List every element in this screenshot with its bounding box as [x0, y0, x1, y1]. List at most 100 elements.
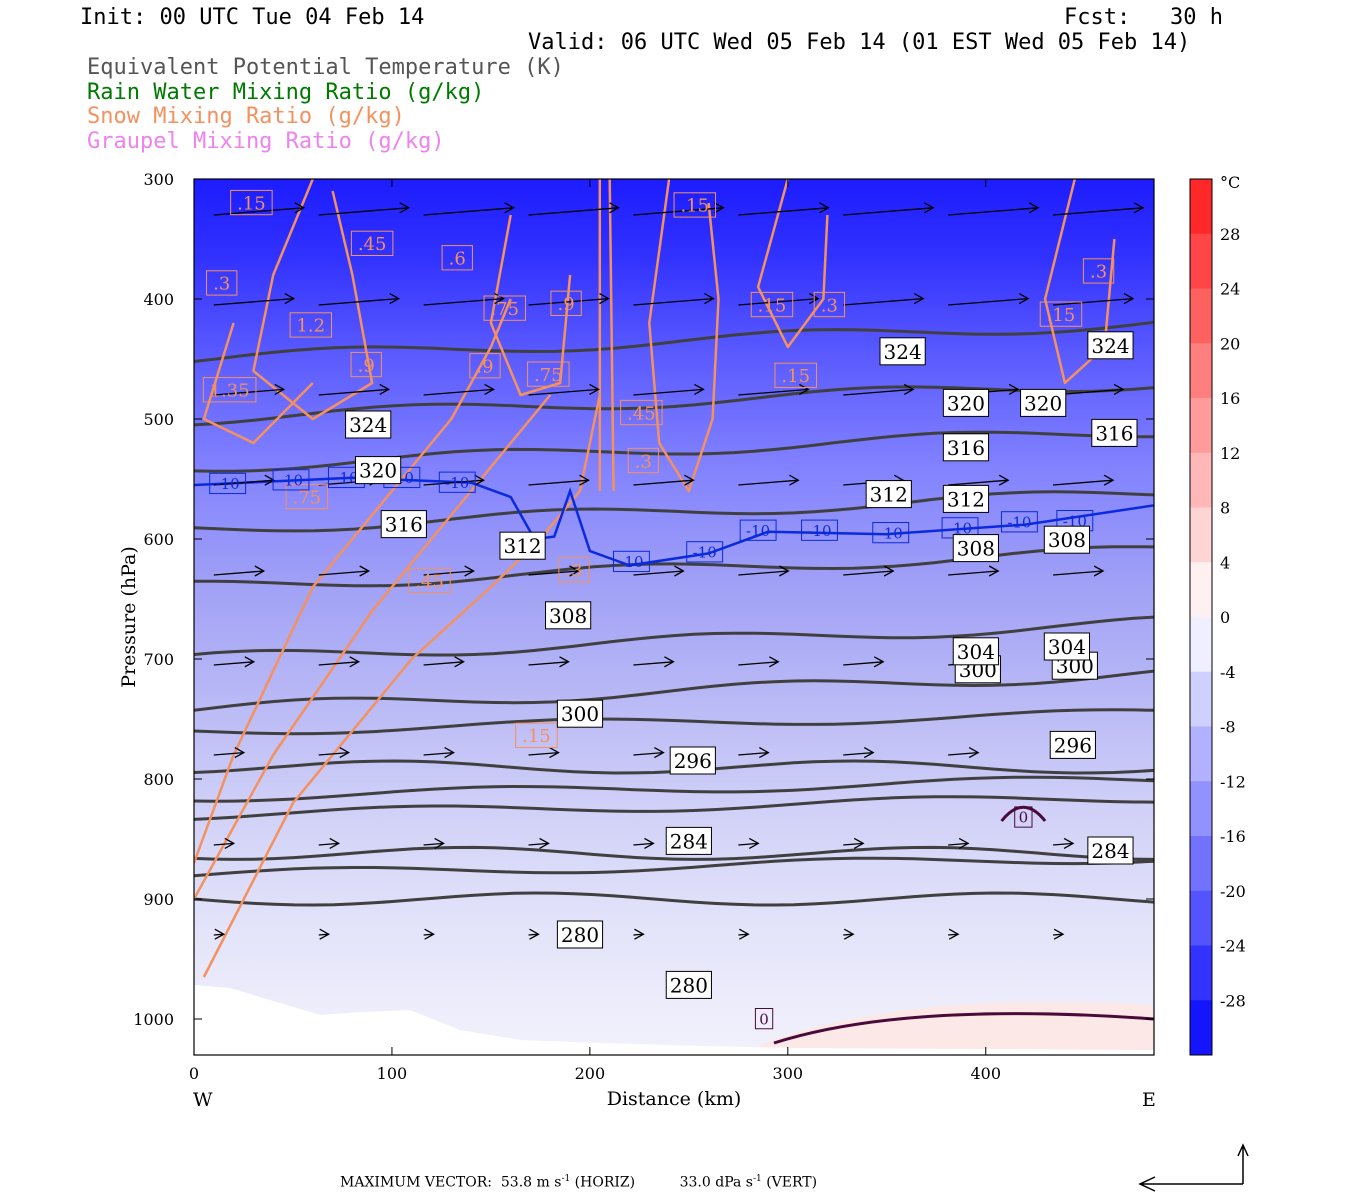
legend-graupel: Graupel Mixing Ratio (g/kg)	[87, 128, 445, 154]
wind-vector	[213, 474, 276, 486]
theta-e-contour	[194, 891, 1154, 907]
snow-label-box	[1082, 258, 1115, 284]
colorbar-tick-label: 0	[1220, 608, 1230, 627]
theta-e-label-box	[942, 484, 990, 513]
theta-e-label-box	[1087, 331, 1134, 360]
theta-e-label: 324	[879, 337, 926, 366]
colorbar-swatch	[1190, 179, 1212, 235]
snow-label-text: 1.2	[296, 316, 325, 337]
wind-vector	[213, 837, 236, 849]
snow-label: .15	[1039, 301, 1083, 327]
legend-rain: Rain Water Mixing Ratio (g/kg)	[87, 79, 485, 105]
theta-e-label: 312	[942, 484, 990, 513]
vert-exponent: -1	[752, 1174, 762, 1184]
theta-e-label-box	[942, 433, 990, 462]
colorbar-tick-label: 28	[1220, 225, 1240, 244]
theta-e-label: 300	[556, 699, 604, 728]
temperature-label-text: -10	[693, 543, 717, 561]
theta-e-contour	[194, 669, 1154, 712]
temperature-label: -10	[272, 469, 310, 491]
wind-vector	[528, 474, 590, 486]
temperature-label-text: -10	[948, 519, 972, 537]
wind-vector	[423, 747, 455, 759]
y-tick-label: 700	[143, 650, 174, 669]
snow-label: 1.2	[289, 312, 333, 338]
snow-label-box	[813, 291, 846, 318]
snow-label: .15	[515, 722, 558, 749]
wind-vector	[423, 565, 475, 577]
colorbar-swatch	[1190, 671, 1212, 727]
max-horiz-unit: (HORIZ)	[574, 1174, 636, 1191]
snow-label-text: .3	[635, 451, 652, 472]
theta-e-label-text: 320	[1024, 391, 1062, 415]
wind-vector	[423, 383, 495, 396]
wind-vector	[213, 747, 246, 759]
init-time: Init: 00 UTC Tue 04 Feb 14	[80, 5, 425, 30]
y-tick-label: 500	[143, 410, 174, 429]
theta-e-label-box	[665, 970, 712, 999]
theta-e-label: 320	[354, 456, 402, 485]
wind-vector	[843, 202, 935, 216]
temperature-label: -10	[739, 519, 777, 541]
y-tick-label: 800	[143, 770, 174, 789]
snow-label-box	[550, 290, 582, 317]
temperature-label: -10	[801, 519, 838, 541]
wind-vector	[843, 383, 915, 396]
theta-e-label-box	[499, 531, 546, 560]
wind-vector	[318, 928, 331, 940]
snow-label: .6	[441, 245, 473, 271]
theta-e-label-text: 312	[870, 483, 908, 507]
theta-e-label: 308	[952, 534, 999, 563]
temperature-label-text: -10	[334, 469, 358, 487]
temperature-label-box	[612, 550, 650, 573]
snow-label: .75	[483, 295, 527, 321]
colorbar-swatch	[1190, 1000, 1212, 1056]
colorbar-swatch	[1190, 781, 1212, 837]
colorbar-tick-label: -20	[1220, 882, 1246, 901]
snow-label-text: .75	[490, 299, 519, 320]
snow-label-box	[469, 353, 501, 379]
temperature-shading	[194, 179, 1154, 1055]
theta-e-contour	[194, 845, 1154, 861]
theta-e-label-box	[952, 534, 999, 563]
snow-label: .3	[627, 447, 659, 474]
theta-e-label-text: 308	[957, 537, 995, 561]
legend-theta-e: Equivalent Potential Temperature (K)	[87, 55, 564, 80]
wind-vector	[318, 202, 411, 216]
colorbar-unit: °C	[1220, 173, 1240, 192]
max-vert-value: 33.0 dPa s	[679, 1174, 753, 1191]
theta-e-label-text: 308	[1048, 528, 1086, 552]
x-tick-label: 300	[773, 1064, 804, 1083]
wind-vector	[738, 837, 760, 849]
theta-e-label-text: 312	[947, 487, 985, 511]
x-tick-label: 400	[970, 1064, 1001, 1083]
snow-label-text: .3	[565, 561, 582, 582]
theta-e-label-text: 320	[947, 391, 985, 415]
theta-e-label-box	[952, 637, 999, 666]
snow-label: .3	[558, 557, 590, 583]
theta-e-label-box	[669, 746, 716, 775]
theta-e-label-box	[665, 826, 712, 855]
snow-label-text: .15	[758, 295, 787, 316]
wind-vector	[843, 928, 855, 940]
snow-contour	[194, 298, 512, 864]
snow-label-box	[774, 362, 817, 389]
snow-label-text: .15	[781, 366, 810, 387]
snow-label-text: .3	[213, 274, 230, 295]
colorbar-frame	[1189, 178, 1213, 1056]
temperature-label: -10	[612, 550, 650, 573]
temperature-label-text: -10	[216, 475, 240, 493]
snow-label-text: 1.35	[210, 381, 250, 402]
snow-contour	[608, 179, 615, 492]
temperature-label: 0	[1014, 806, 1033, 828]
wind-vector	[528, 747, 560, 759]
wind-vector	[528, 202, 620, 216]
temperature-label-box	[272, 469, 310, 491]
colorbar-swatch	[1190, 507, 1212, 563]
snow-label-box	[289, 312, 333, 338]
wind-vector	[318, 383, 391, 396]
theta-e-label: 316	[1091, 418, 1138, 447]
temperature-label-text: -10	[746, 522, 770, 540]
theta-e-label: 296	[669, 746, 716, 775]
theta-e-label: 316	[380, 510, 427, 539]
